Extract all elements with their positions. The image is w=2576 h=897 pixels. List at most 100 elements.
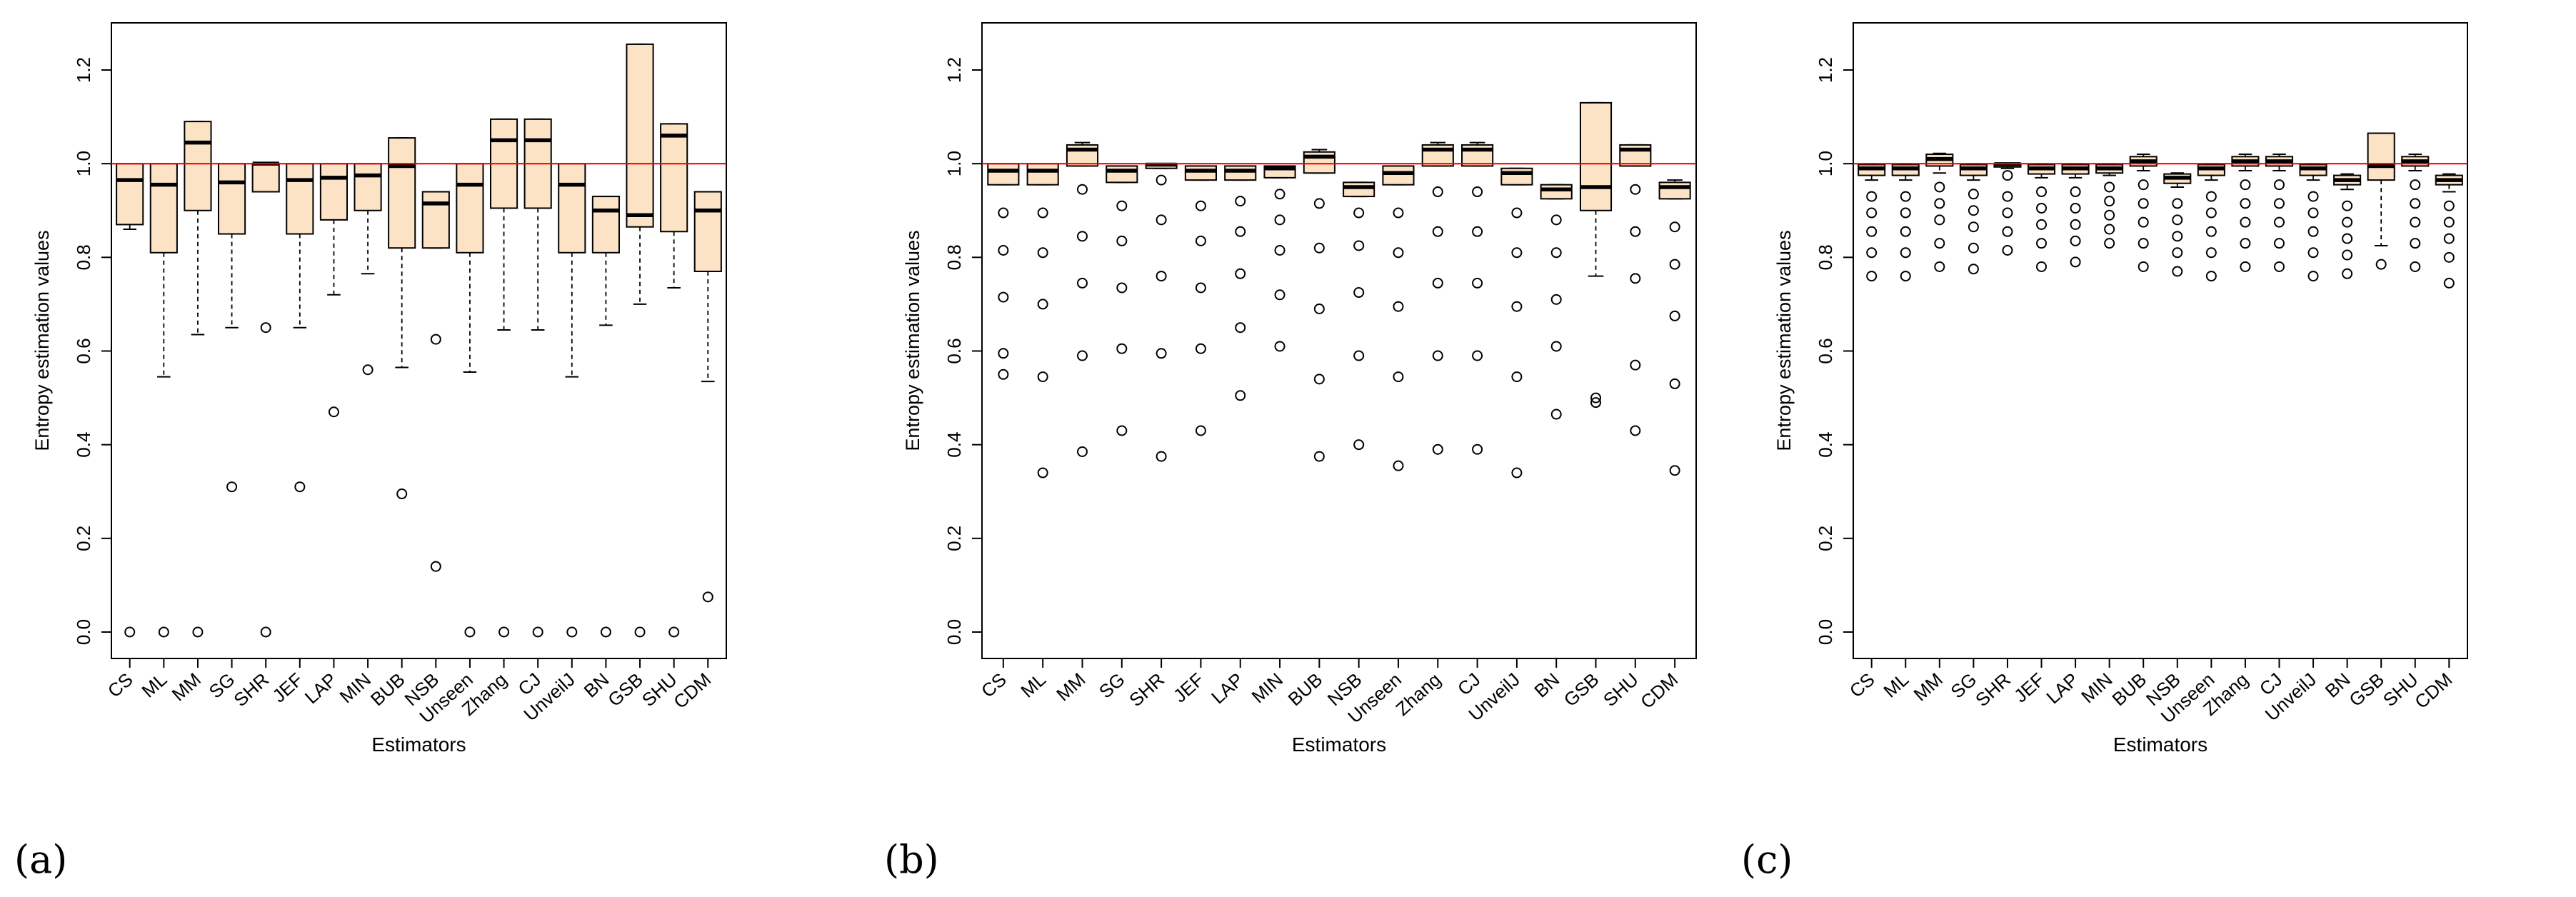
y-axis-label: Entropy estimation values — [902, 230, 923, 451]
x-axis-label: Estimators — [1292, 733, 1386, 756]
outlier-point — [2410, 261, 2421, 272]
outlier-point — [2273, 198, 2285, 209]
outlier-point — [2307, 271, 2319, 282]
x-tick-label: BUB — [2108, 668, 2150, 710]
outlier-point — [1037, 299, 1048, 310]
outlier-point — [1550, 247, 1562, 259]
x-tick-label: SHR — [1971, 668, 2015, 711]
outlier-point — [2205, 247, 2217, 259]
outlier-point — [1313, 242, 1325, 254]
box-iqr — [2367, 132, 2395, 181]
outlier-point — [1900, 207, 1911, 219]
outlier-point — [1900, 191, 1911, 202]
outlier-point — [1934, 181, 1945, 193]
box-shr — [1145, 162, 1178, 462]
outlier-point — [2375, 259, 2387, 270]
outlier-point — [1590, 397, 1602, 409]
outlier-point — [1669, 310, 1680, 321]
panel-label: (a) — [14, 837, 67, 882]
box-lap — [319, 163, 349, 418]
box-jef — [2027, 163, 2056, 272]
outlier-point — [1630, 184, 1641, 195]
outlier-point — [1968, 264, 1979, 275]
outlier-point — [1669, 378, 1680, 389]
outlier-point — [328, 406, 339, 418]
outlier-point — [998, 291, 1009, 303]
outlier-point — [2443, 233, 2455, 244]
outlier-point — [1116, 343, 1128, 354]
outlier-point — [1472, 226, 1483, 237]
x-tick-label: BUB — [1284, 668, 1327, 710]
outlier-point — [1393, 460, 1404, 471]
box-iqr — [1658, 181, 1691, 200]
outlier-point — [362, 364, 374, 376]
outlier-point — [2104, 181, 2115, 193]
outlier-point — [1235, 226, 1246, 237]
box-iqr — [1106, 165, 1138, 184]
outlier-point — [1076, 231, 1088, 242]
outlier-point — [634, 626, 646, 638]
x-tick-label: MM — [1910, 668, 1947, 705]
outlier-point — [1353, 207, 1365, 219]
box-shu — [2401, 154, 2430, 272]
x-tick-label: CDM — [2410, 668, 2456, 713]
outlier-point — [2205, 226, 2217, 237]
outlier-point — [2410, 198, 2421, 209]
outlier-point — [2205, 207, 2217, 219]
x-tick-label: MIN — [336, 668, 376, 707]
outlier-point — [1511, 467, 1523, 478]
outlier-point — [1630, 226, 1641, 237]
box-zhang — [1421, 141, 1454, 455]
box-jef — [286, 163, 314, 493]
y-tick-label: 0.8 — [73, 244, 94, 270]
box-cdm — [1658, 179, 1691, 476]
box-iqr — [319, 163, 349, 221]
box-iqr — [558, 163, 586, 254]
y-axis-label: Entropy estimation values — [31, 230, 53, 451]
outlier-point — [1630, 273, 1641, 284]
x-tick-label: SG — [1095, 668, 1129, 702]
outlier-point — [1037, 371, 1048, 383]
outlier-point — [1511, 301, 1523, 312]
outlier-point — [1900, 226, 1911, 237]
outlier-point — [2002, 191, 2013, 202]
outlier-point — [260, 626, 271, 638]
box-lap — [1224, 165, 1257, 401]
y-tick-label: 1.2 — [1815, 57, 1836, 83]
outlier-point — [1432, 350, 1443, 361]
outlier-point — [1472, 444, 1483, 455]
outlier-point — [2342, 216, 2353, 228]
outlier-point — [2002, 207, 2013, 219]
x-tick-label: BN — [1530, 668, 1563, 701]
box-iqr — [987, 163, 1020, 186]
box-cj — [2265, 154, 2294, 272]
y-tick-label: 1.0 — [1815, 151, 1836, 176]
box-cs — [1858, 163, 1886, 282]
y-axis-label: Entropy estimation values — [1773, 230, 1795, 451]
outlier-point — [998, 369, 1009, 380]
box-cs — [987, 163, 1020, 380]
outlier-point — [1550, 409, 1562, 420]
outlier-point — [2443, 216, 2455, 228]
outlier-point — [1550, 294, 1562, 305]
box-bub — [2129, 154, 2157, 272]
outlier-point — [1550, 214, 1562, 226]
y-tick-label: 1.2 — [73, 57, 94, 83]
box-cs — [116, 163, 144, 638]
box-iqr — [1579, 101, 1613, 211]
outlier-point — [1934, 214, 1945, 226]
outlier-point — [1968, 205, 1979, 216]
x-tick-label: MM — [1052, 668, 1089, 705]
outlier-point — [1076, 184, 1088, 195]
plot-frame — [981, 22, 1697, 659]
outlier-point — [1934, 198, 1945, 209]
outlier-point — [1353, 350, 1365, 361]
box-min — [1263, 165, 1296, 352]
box-nsb — [421, 191, 450, 572]
box-sg — [1106, 165, 1138, 436]
x-tick-label: GSB — [603, 668, 647, 711]
outlier-point — [600, 626, 611, 638]
outlier-point — [2104, 196, 2115, 207]
x-tick-label: SHU — [1599, 668, 1643, 711]
panel-label: (c) — [1741, 837, 1793, 882]
